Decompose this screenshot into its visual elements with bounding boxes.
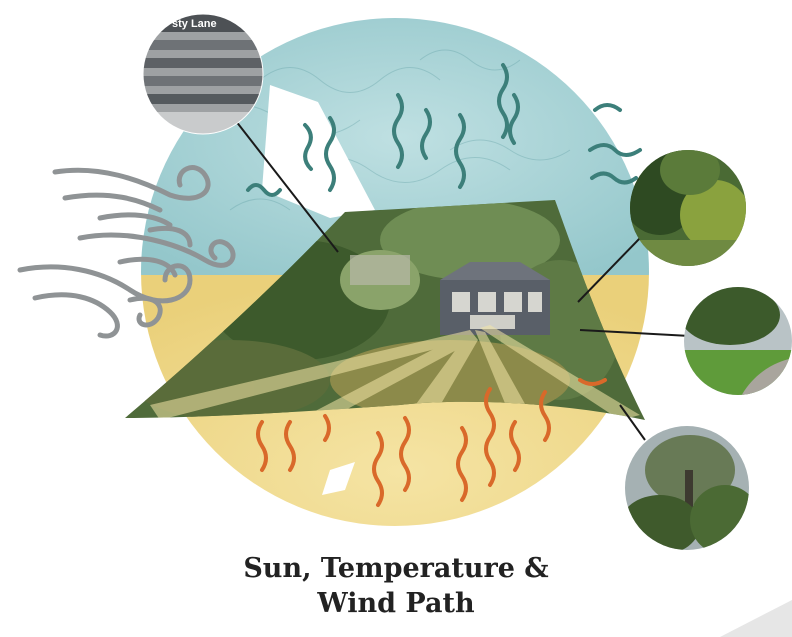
white-notch xyxy=(322,462,355,495)
wind-swirl-icon xyxy=(17,165,236,339)
connector-lines xyxy=(231,115,691,441)
caption-line-1: Sun, Temperature & xyxy=(243,553,549,584)
park-path-photo xyxy=(684,287,792,395)
corner-shade xyxy=(720,600,792,637)
street-view-photo: sty Lane xyxy=(142,13,264,135)
tree-photo-2 xyxy=(625,426,749,550)
house-icon xyxy=(440,262,550,335)
white-wedge xyxy=(262,85,375,218)
heat-wave-icon xyxy=(256,378,607,507)
air-wave-icon xyxy=(246,63,642,197)
street-sign-text: sty Lane xyxy=(172,18,217,30)
caption-line-2: Wind Path xyxy=(317,588,475,619)
tree-photo-1 xyxy=(630,150,746,266)
